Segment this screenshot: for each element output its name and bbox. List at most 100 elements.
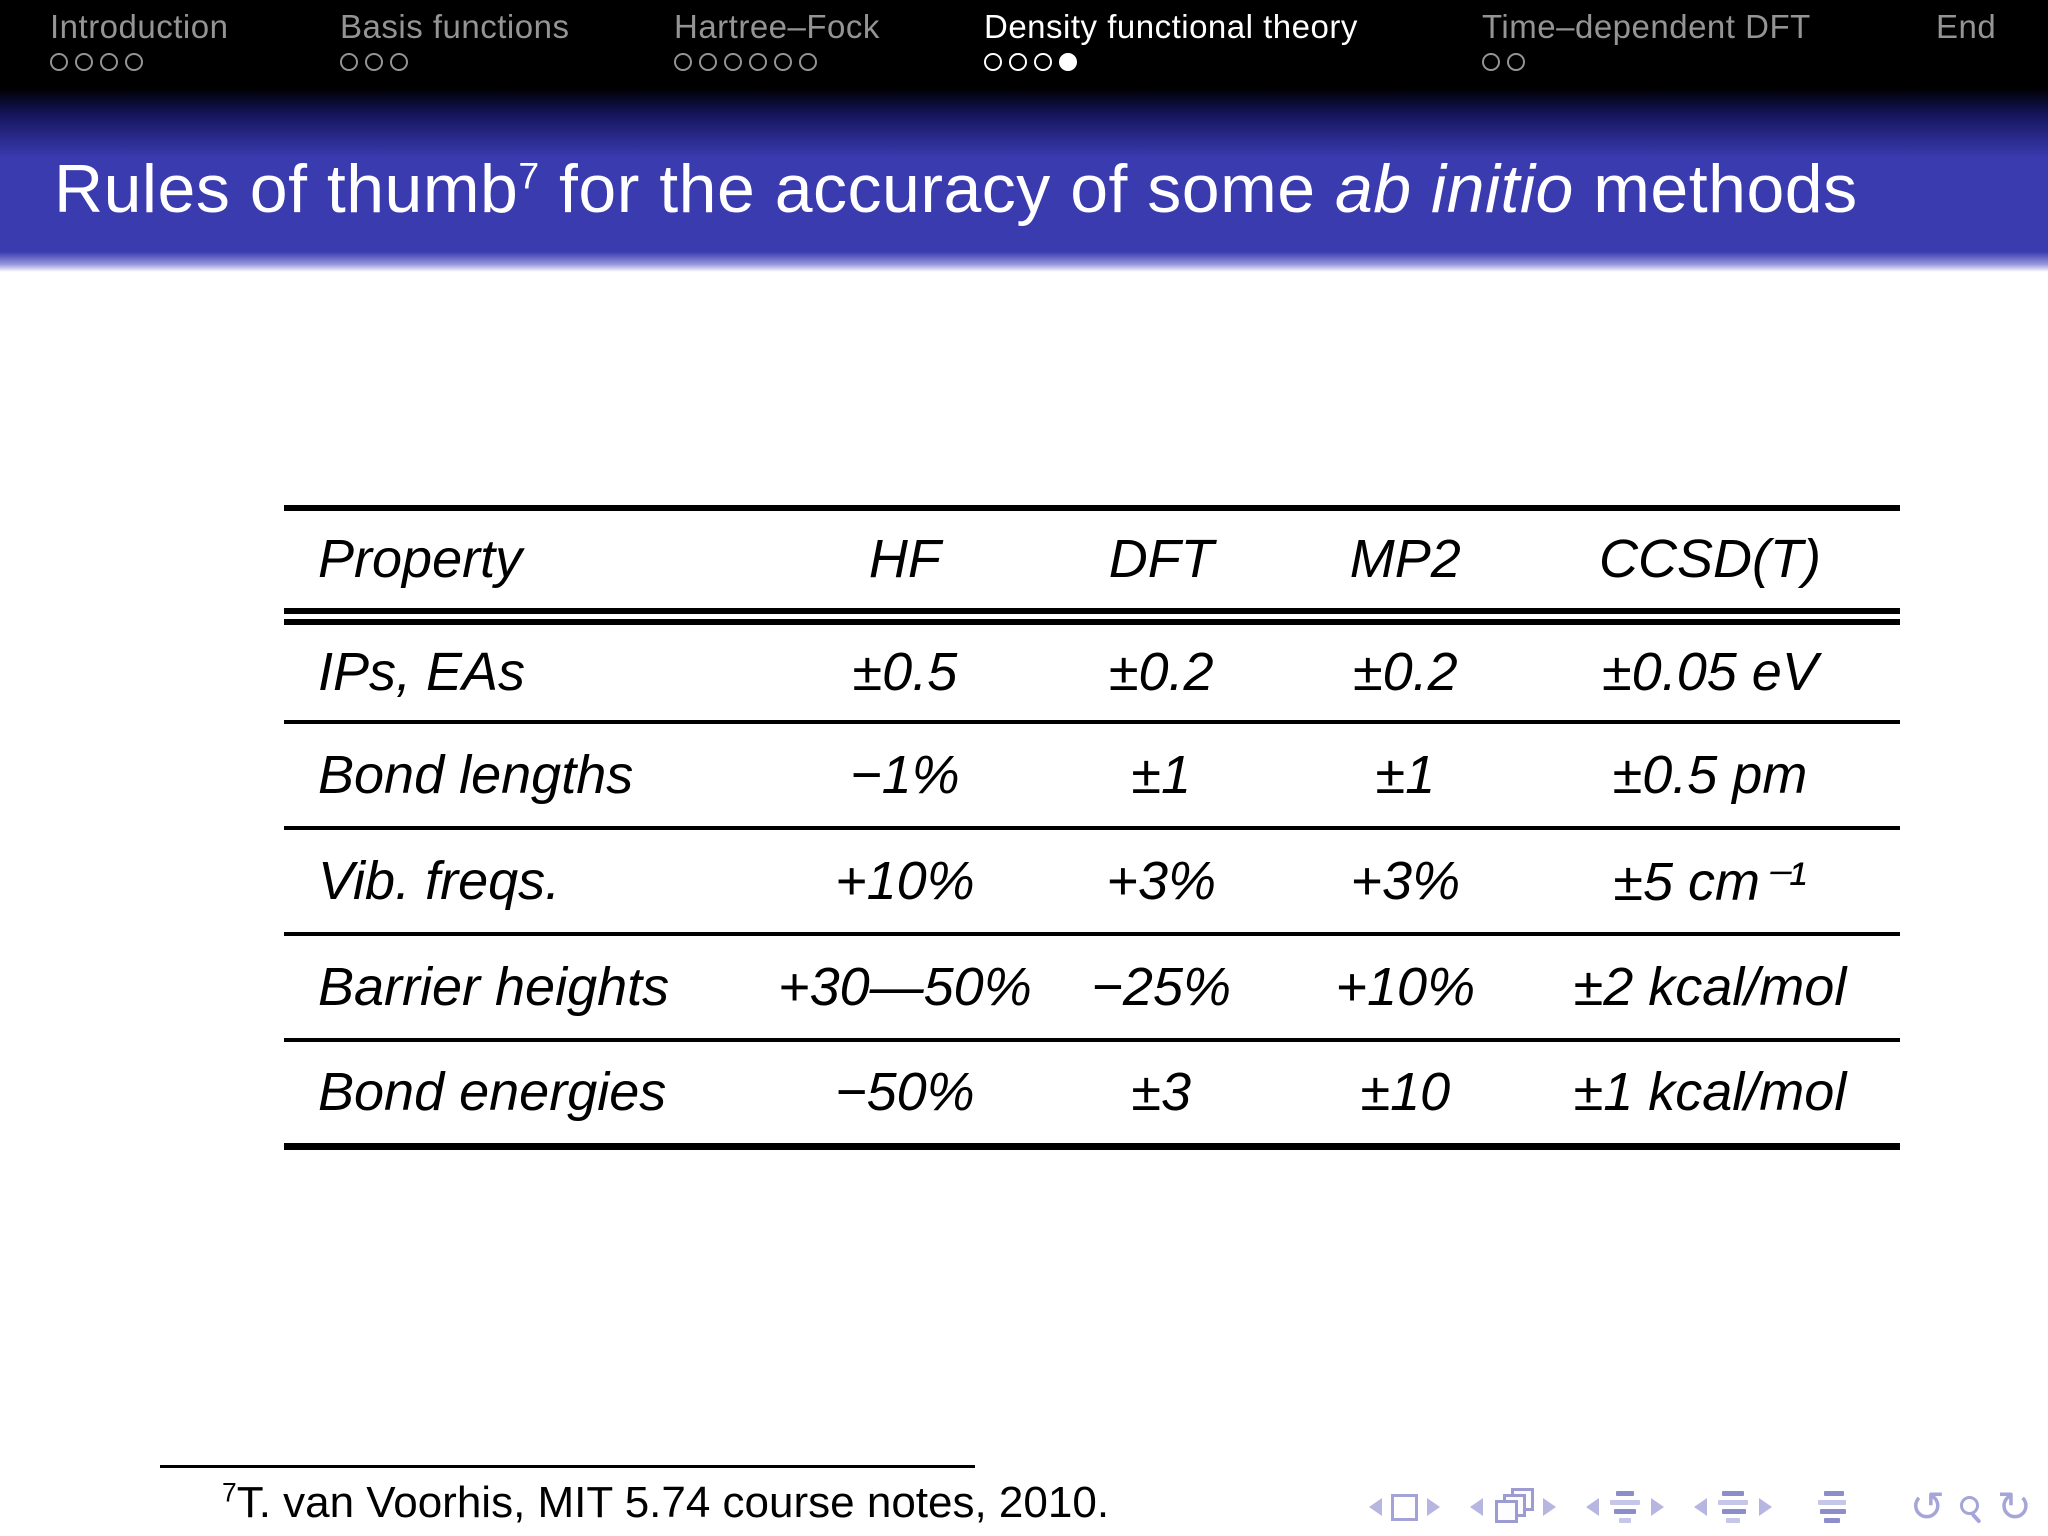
frame-dot[interactable] xyxy=(724,53,742,71)
cell-hf: −50% xyxy=(778,1040,1032,1150)
section-list-icon[interactable] xyxy=(1608,1491,1642,1523)
cell-dft: −25% xyxy=(1031,934,1291,1042)
cell-hf: +30—50% xyxy=(778,934,1032,1042)
frame-dot[interactable] xyxy=(674,53,692,71)
nav-section-density-functional-theory[interactable]: Density functional theory xyxy=(984,8,1358,72)
footnote-mark: 7 xyxy=(222,1477,237,1508)
presentation-nav-group xyxy=(1693,1491,1772,1523)
cell-property: Bond lengths xyxy=(284,722,779,830)
table-row-barrier-heights: Barrier heights +30—50% −25% +10% ±2 kca… xyxy=(284,934,1900,1042)
accuracy-table-container: Property HF DFT MP2 CCSD(T) IPs, EAs ±0.… xyxy=(284,505,1900,1150)
cell-mp2: ±1 xyxy=(1290,722,1520,830)
frame-dot[interactable] xyxy=(749,53,767,71)
nav-section-label[interactable]: Hartree–Fock xyxy=(674,8,880,45)
column-header-property: Property xyxy=(284,505,779,625)
frame-dot[interactable] xyxy=(390,53,408,71)
title-emphasis: ab initio xyxy=(1334,151,1574,227)
cell-mp2: +3% xyxy=(1290,828,1520,936)
presentation-list-icon[interactable] xyxy=(1716,1491,1750,1523)
frame-dot[interactable] xyxy=(984,53,1002,71)
prev-subsection-icon[interactable] xyxy=(1469,1498,1483,1516)
frame-dot[interactable] xyxy=(699,53,717,71)
frame-stack-icon[interactable] xyxy=(1492,1488,1534,1526)
frame-dot[interactable] xyxy=(125,53,143,71)
cell-dft: +3% xyxy=(1031,828,1291,936)
navigation-bar: Introduction Basis functions Hartree–Foc… xyxy=(0,0,2048,88)
cell-hf: +10% xyxy=(778,828,1032,936)
cell-dft: ±1 xyxy=(1031,722,1291,830)
nav-section-end[interactable]: End xyxy=(1936,8,1996,72)
frame-dot[interactable] xyxy=(774,53,792,71)
next-subsection-icon[interactable] xyxy=(1542,1498,1556,1516)
frame-dots[interactable] xyxy=(674,53,880,72)
frame-dot[interactable] xyxy=(365,53,383,71)
cell-property: Vib. freqs. xyxy=(284,828,779,936)
accuracy-table: Property HF DFT MP2 CCSD(T) IPs, EAs ±0.… xyxy=(284,505,1900,1150)
frame-dots[interactable] xyxy=(1936,53,1996,72)
column-header-dft: DFT xyxy=(1031,505,1291,625)
frame-dots[interactable] xyxy=(984,53,1358,72)
beamer-navigation-symbols: ↺ ↻ xyxy=(1368,1486,2032,1528)
cell-mp2: ±10 xyxy=(1290,1040,1520,1150)
cell-hf: ±0.5 xyxy=(778,616,1032,724)
frame-title-bar: Rules of thumb7 for the accuracy of some… xyxy=(0,88,2048,272)
nav-section-introduction[interactable]: Introduction xyxy=(50,8,228,72)
nav-section-time-dependent-dft[interactable]: Time–dependent DFT xyxy=(1482,8,1811,72)
frame-dots[interactable] xyxy=(1482,53,1811,72)
appendix-icon[interactable] xyxy=(1816,1491,1850,1523)
frame-nav-group xyxy=(1368,1493,1440,1521)
frame-dot[interactable] xyxy=(75,53,93,71)
footnote-rule xyxy=(160,1465,975,1468)
cell-hf: −1% xyxy=(778,722,1032,830)
cell-mp2: +10% xyxy=(1290,934,1520,1042)
nav-section-label[interactable]: Introduction xyxy=(50,8,229,45)
go-back-icon[interactable]: ↺ xyxy=(1909,1482,1945,1531)
cell-property: Bond energies xyxy=(284,1040,779,1150)
table-row-bond-lengths: Bond lengths −1% ±1 ±1 ±0.5 pm xyxy=(284,722,1900,830)
nav-section-hartree-fock[interactable]: Hartree–Fock xyxy=(674,8,880,72)
nav-section-label[interactable]: Basis functions xyxy=(340,8,570,45)
current-frame-dot[interactable] xyxy=(1059,53,1077,71)
cell-dft: ±0.2 xyxy=(1031,616,1291,724)
column-header-ccsdt: CCSD(T) xyxy=(1519,505,1900,625)
next-frame-icon[interactable] xyxy=(1426,1498,1440,1516)
table-row-vib-freqs: Vib. freqs. +10% +3% +3% ±5 cm⁻¹ xyxy=(284,828,1900,936)
cell-ccsdt: ±2 kcal/mol xyxy=(1519,934,1900,1042)
prev-section-icon[interactable] xyxy=(1585,1498,1599,1516)
frame-dots[interactable] xyxy=(340,53,569,72)
nav-section-label[interactable]: End xyxy=(1936,8,1997,45)
cell-property: Barrier heights xyxy=(284,934,779,1042)
cell-ccsdt: ±5 cm⁻¹ xyxy=(1519,828,1900,936)
nav-section-basis-functions[interactable]: Basis functions xyxy=(340,8,569,72)
cell-property: IPs, EAs xyxy=(284,616,779,724)
frame-dot[interactable] xyxy=(340,53,358,71)
frame-dot[interactable] xyxy=(1482,53,1500,71)
title-footnote-mark: 7 xyxy=(518,154,540,197)
search-icon[interactable] xyxy=(1959,1496,1982,1524)
column-header-mp2: MP2 xyxy=(1290,505,1520,625)
page-title: Rules of thumb7 for the accuracy of some… xyxy=(54,151,1858,227)
prev-presentation-icon[interactable] xyxy=(1693,1498,1707,1516)
table-header-row: Property HF DFT MP2 CCSD(T) xyxy=(284,505,1900,625)
cell-dft: ±3 xyxy=(1031,1040,1291,1150)
subsection-nav-group xyxy=(1469,1488,1556,1526)
cell-ccsdt: ±0.05 eV xyxy=(1519,616,1900,724)
next-section-icon[interactable] xyxy=(1650,1498,1664,1516)
frame-icon[interactable] xyxy=(1390,1493,1418,1521)
frame-dot[interactable] xyxy=(50,53,68,71)
footnote: 7T. van Voorhis, MIT 5.74 course notes, … xyxy=(222,1478,1109,1528)
frame-dot[interactable] xyxy=(1507,53,1525,71)
frame-dot[interactable] xyxy=(100,53,118,71)
frame-dot[interactable] xyxy=(1009,53,1027,71)
nav-section-label[interactable]: Density functional theory xyxy=(984,8,1358,45)
nav-section-label[interactable]: Time–dependent DFT xyxy=(1482,8,1811,45)
go-forward-icon[interactable]: ↻ xyxy=(1996,1482,2032,1531)
frame-dots[interactable] xyxy=(50,53,228,72)
history-search-group: ↺ ↻ xyxy=(1910,1486,2032,1528)
frame-dot[interactable] xyxy=(799,53,817,71)
column-header-hf: HF xyxy=(778,505,1032,625)
prev-frame-icon[interactable] xyxy=(1368,1498,1382,1516)
cell-ccsdt: ±0.5 pm xyxy=(1519,722,1900,830)
next-presentation-icon[interactable] xyxy=(1758,1498,1772,1516)
frame-dot[interactable] xyxy=(1034,53,1052,71)
